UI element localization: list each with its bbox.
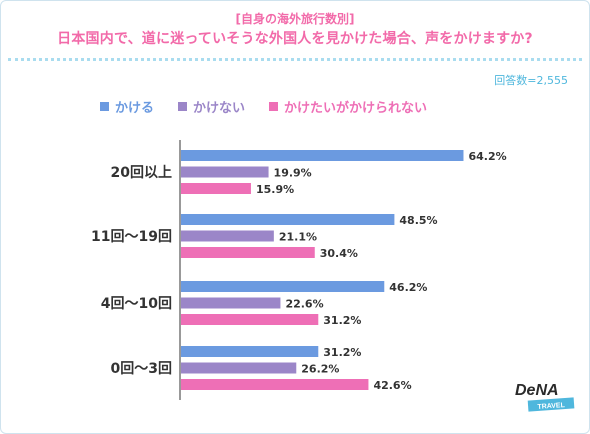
chart-title: 日本国内で、道に迷っていそうな外国人を見かけた場合、声をかけますか? xyxy=(57,31,533,47)
legend-swatch-series1 xyxy=(100,101,109,111)
legend-item-series2: かけない xyxy=(178,97,245,116)
bar-series1 xyxy=(181,281,385,292)
legend-swatch-series3 xyxy=(269,101,279,111)
dotted-divider xyxy=(8,58,582,61)
dena-travel-logo: DeNA TRAVEL xyxy=(515,382,575,412)
bar-value-label: 31.2% xyxy=(323,346,361,359)
bar-series3 xyxy=(181,314,319,325)
category-label: 11回～19回 xyxy=(91,229,172,245)
legend-label-series3: かけたいがかけられない xyxy=(284,100,428,116)
logo-band xyxy=(527,397,575,412)
bar-series1 xyxy=(181,150,464,161)
legend-item-series1: かける xyxy=(100,97,154,116)
bar-series1 xyxy=(181,214,395,225)
bar-value-label: 31.2% xyxy=(323,314,361,327)
respondent-count: 回答数=2,555 xyxy=(494,74,568,87)
bar-value-label: 26.2% xyxy=(301,363,339,376)
legend: かける かけない かけたいがかけられない xyxy=(100,97,451,116)
bar-value-label: 21.1% xyxy=(279,231,317,244)
bar-value-label: 19.9% xyxy=(274,167,312,180)
legend-swatch-series2 xyxy=(178,101,188,111)
category-label: 0回～3回 xyxy=(111,361,172,377)
legend-item-series3: かけたいがかけられない xyxy=(269,97,427,116)
bar-value-label: 42.6% xyxy=(373,379,411,392)
bar-series2 xyxy=(181,297,281,309)
bar-series2 xyxy=(181,362,297,374)
logo-main-text: DeNA xyxy=(515,382,559,399)
logo-sub-text: TRAVEL xyxy=(537,402,566,411)
bar-series3 xyxy=(181,183,251,194)
bar-value-label: 48.5% xyxy=(399,214,437,227)
category-label: 20回以上 xyxy=(111,165,172,181)
bar-series3 xyxy=(181,379,369,390)
bar-value-label: 15.9% xyxy=(256,183,294,196)
chart-subtitle: [自身の海外旅行数別] xyxy=(235,12,355,26)
bar-series3 xyxy=(181,247,315,258)
bar-value-label: 64.2% xyxy=(468,150,506,163)
category-label: 4回～10回 xyxy=(101,296,172,312)
legend-label-series1: かける xyxy=(115,100,155,116)
bar-series2 xyxy=(181,166,269,178)
legend-label-series2: かけない xyxy=(193,100,246,116)
bar-series2 xyxy=(181,230,274,242)
bar-series1 xyxy=(181,346,319,357)
bar-value-label: 22.6% xyxy=(285,298,323,311)
bar-value-label: 30.4% xyxy=(320,247,358,260)
bar-value-label: 46.2% xyxy=(389,281,427,294)
